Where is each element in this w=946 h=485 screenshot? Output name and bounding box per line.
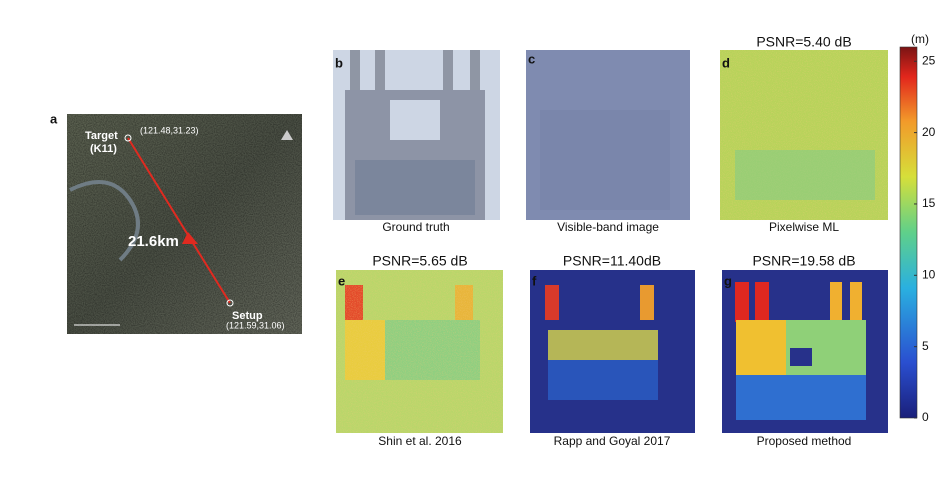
spire bbox=[545, 285, 559, 320]
ground-truth-image bbox=[333, 50, 500, 220]
noise-overlay bbox=[336, 270, 503, 433]
north-marker bbox=[281, 130, 293, 140]
spire bbox=[850, 282, 862, 322]
faint-structure bbox=[735, 150, 875, 200]
panel-label: a bbox=[50, 111, 58, 126]
lower-floors bbox=[548, 360, 658, 400]
target-coords: (121.48,31.23) bbox=[140, 125, 199, 135]
panel-caption: Rapp and Goyal 2017 bbox=[554, 434, 671, 448]
colorbar-unit: (m) bbox=[911, 32, 929, 46]
setup-label: Setup bbox=[232, 310, 263, 322]
lower-floors bbox=[736, 375, 866, 420]
spire bbox=[375, 50, 385, 100]
colorbar bbox=[899, 46, 918, 419]
target-marker bbox=[124, 134, 132, 142]
building-left bbox=[736, 320, 786, 375]
colorbar-tick-label: 25 bbox=[922, 53, 936, 67]
panel-caption: Pixelwise ML bbox=[769, 220, 839, 234]
windows bbox=[355, 160, 475, 215]
colorbar-ticks: 0 5 10 15 20 25 bbox=[914, 53, 936, 424]
colorbar-tick-label: 0 bbox=[922, 410, 929, 424]
panel-title: PSNR=5.65 dB bbox=[372, 253, 467, 269]
target-id: (K11) bbox=[90, 143, 117, 155]
panel-label: f bbox=[532, 273, 537, 288]
spire bbox=[443, 50, 453, 100]
gap bbox=[390, 100, 440, 140]
panel-title: PSNR=5.40 dB bbox=[756, 34, 851, 50]
target-label: Target bbox=[85, 130, 118, 142]
panel-label: b bbox=[335, 55, 343, 70]
depth-map-rapp bbox=[530, 270, 695, 433]
colorbar-tick-label: 20 bbox=[922, 125, 936, 139]
panel-caption: Shin et al. 2016 bbox=[378, 434, 462, 448]
setup-coords: (121.59,31.06) bbox=[226, 320, 285, 330]
depth-map-proposed bbox=[722, 270, 888, 433]
colorbar-tick-label: 15 bbox=[922, 196, 936, 210]
spire bbox=[830, 282, 842, 322]
spire bbox=[640, 285, 654, 320]
colorbar-tick-label: 10 bbox=[922, 267, 936, 281]
panel-label: g bbox=[724, 273, 732, 288]
panel-caption: Proposed method bbox=[757, 434, 852, 448]
panel-label: d bbox=[722, 55, 730, 70]
distance-label: 21.6km bbox=[128, 233, 179, 250]
spire bbox=[755, 282, 769, 322]
arrow-head bbox=[182, 232, 198, 244]
panel-label: c bbox=[528, 51, 535, 66]
spire bbox=[350, 50, 360, 100]
panel-title: PSNR=11.40dB bbox=[563, 253, 661, 269]
building bbox=[548, 330, 658, 360]
depth-map-shin bbox=[336, 270, 503, 433]
faint-building bbox=[540, 110, 670, 210]
gap bbox=[790, 348, 812, 366]
river bbox=[69, 180, 140, 262]
spire bbox=[735, 282, 749, 322]
map-texture bbox=[67, 114, 302, 334]
path-line bbox=[127, 137, 231, 304]
panel-caption: Ground truth bbox=[382, 220, 449, 234]
panel-label: e bbox=[338, 273, 345, 288]
colorbar-tick-label: 5 bbox=[922, 339, 929, 353]
panel-caption: Visible-band image bbox=[557, 220, 659, 234]
setup-marker bbox=[226, 299, 234, 307]
panel-title: PSNR=19.58 dB bbox=[752, 253, 855, 269]
spire bbox=[470, 50, 480, 100]
